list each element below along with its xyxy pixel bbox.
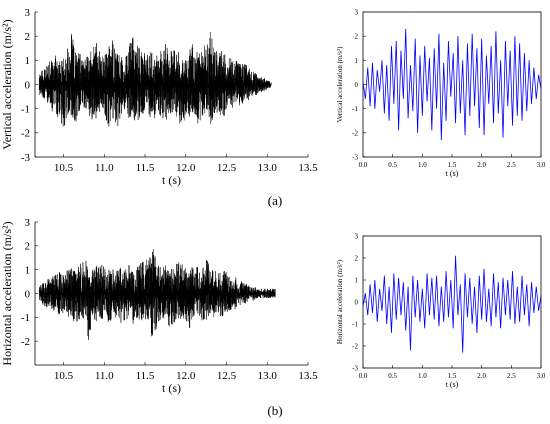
chart-1-y-tick-label: -1 <box>21 104 30 116</box>
chart-1-y-tick-label: -3 <box>21 152 31 164</box>
chart-4-y-axis-label: Horizontal acceleration (m/s²) <box>336 259 344 344</box>
chart-4-series-line <box>362 255 542 353</box>
chart-1-y-tick-label: -2 <box>21 128 30 140</box>
chart-1-x-tick-label: 12.5 <box>217 162 237 174</box>
chart-2-series-line <box>362 28 542 141</box>
chart-3-x-tick-label: 13.0 <box>258 370 278 382</box>
chart-2-y-tick-label: 0 <box>355 81 359 89</box>
chart-2-x-tick-label: 1.5 <box>448 161 457 169</box>
chart-1-series-line <box>38 31 272 127</box>
chart-4-y-tick-label: -1 <box>352 320 358 328</box>
chart-3-y-tick-label: -1 <box>21 312 30 324</box>
chart-2-y-tick-label: 2 <box>355 33 359 41</box>
chart-4-x-tick-label: 1.0 <box>418 372 427 380</box>
chart-horizontal-acceleration-wide: -2 -1 0 1 2 3 10.5 11.0 11.5 12.0 12.5 13.0 13.5 t (s… <box>0 217 318 395</box>
chart-4-y-tick-label: 0 <box>355 298 359 306</box>
chart-3-x-tick-label: 11.5 <box>136 370 155 382</box>
chart-1-y-tick-label: 0 <box>25 79 31 91</box>
chart-2-x-tick-label: 3.0 <box>537 161 546 169</box>
chart-4-x-tick-label: 2.0 <box>477 372 486 380</box>
chart-2-x-tick-label: 0.0 <box>359 161 368 169</box>
chart-3-y-tick-label: 1 <box>25 265 31 277</box>
chart-4-x-tick-label: 2.5 <box>507 372 516 380</box>
chart-1-x-tick-label: 10.5 <box>54 162 74 174</box>
chart-1-y-axis-label: Vertical acceleration (m/s²) <box>0 19 14 149</box>
chart-3-x-tick-label: 12.5 <box>217 370 237 382</box>
chart-3-x-tick-label: 12.0 <box>176 370 196 382</box>
chart-2-y-tick-label: 1 <box>355 57 359 65</box>
chart-3-series-line <box>38 249 276 340</box>
chart-2-y-tick-label: -1 <box>352 105 358 113</box>
chart-1-y-tick-label: 1 <box>25 55 31 67</box>
chart-3-x-tick-label: 11.0 <box>95 370 114 382</box>
chart-3-x-axis-label: t (s) <box>162 381 181 395</box>
chart-4-y-tick-label: -3 <box>352 364 358 372</box>
chart-1-x-tick-label: 11.5 <box>136 162 155 174</box>
chart-2-x-tick-label: 2.5 <box>507 161 516 169</box>
chart-3-y-tick-label: -2 <box>21 336 30 348</box>
chart-2-x-axis-label: t (s) <box>446 169 459 178</box>
chart-3-y-axis-label: Horizontal acceleration (m/s²) <box>0 221 14 365</box>
chart-4-x-tick-label: 1.5 <box>448 372 457 380</box>
chart-2-x-tick-label: 2.0 <box>477 161 486 169</box>
chart-4-y-tick-label: 1 <box>355 276 359 284</box>
chart-4-x-tick-label: 0.5 <box>388 372 397 380</box>
chart-4-y-tick-label: 2 <box>355 254 359 262</box>
chart-vertical-acceleration-zoom: -3 -2 -1 0 1 2 3 0.0 0.5 1.0 1.5 2.0 2.5 3.0 t (s) Vert… <box>336 8 546 178</box>
chart-2-y-tick-label: -3 <box>352 153 358 161</box>
panel-label-b: (b) <box>267 403 282 418</box>
chart-2-x-tick-label: 0.5 <box>388 161 397 169</box>
chart-2-plot-frame <box>362 11 542 158</box>
chart-3-y-tick-label: 2 <box>25 241 31 253</box>
chart-3-x-tick-label: 13.5 <box>298 370 318 382</box>
chart-1-x-tick-label: 11.0 <box>95 162 114 174</box>
chart-1-x-axis-label: t (s) <box>162 173 181 187</box>
chart-4-y-tick-label: 3 <box>355 232 359 240</box>
chart-1-y-tick-label: 3 <box>25 7 31 19</box>
chart-4-x-tick-label: 0.0 <box>359 372 368 380</box>
chart-1-x-tick-label: 12.0 <box>176 162 196 174</box>
chart-3-x-tick-label: 10.5 <box>54 370 74 382</box>
chart-1-x-tick-label: 13.0 <box>258 162 278 174</box>
chart-4-y-tick-label: -2 <box>352 342 358 350</box>
chart-1-x-tick-label: 13.5 <box>298 162 318 174</box>
chart-4-x-tick-label: 3.0 <box>537 372 546 380</box>
chart-2-x-tick-label: 1.0 <box>418 161 427 169</box>
chart-3-y-tick-label: 3 <box>25 217 31 229</box>
chart-2-y-axis-label: Vertical acceleration (m/s²) <box>336 46 344 123</box>
chart-4-x-axis-label: t (s) <box>446 380 459 389</box>
chart-vertical-acceleration-wide: -3 -2 -1 0 1 2 3 10.5 11.0 11.5 12.0 12.5 13.0 13.5 t … <box>0 7 318 187</box>
chart-2-y-tick-label: 3 <box>355 8 359 16</box>
chart-horizontal-acceleration-zoom: -3 -2 -1 0 1 2 3 0.0 0.5 1.0 1.5 2.0 2.5 3.0 t (s) Hori… <box>336 232 546 389</box>
chart-1-y-tick-label: 2 <box>25 31 31 43</box>
chart-2-y-tick-label: -2 <box>352 129 358 137</box>
chart-3-y-tick-label: 0 <box>25 288 31 300</box>
panel-label-a: (a) <box>268 193 282 208</box>
